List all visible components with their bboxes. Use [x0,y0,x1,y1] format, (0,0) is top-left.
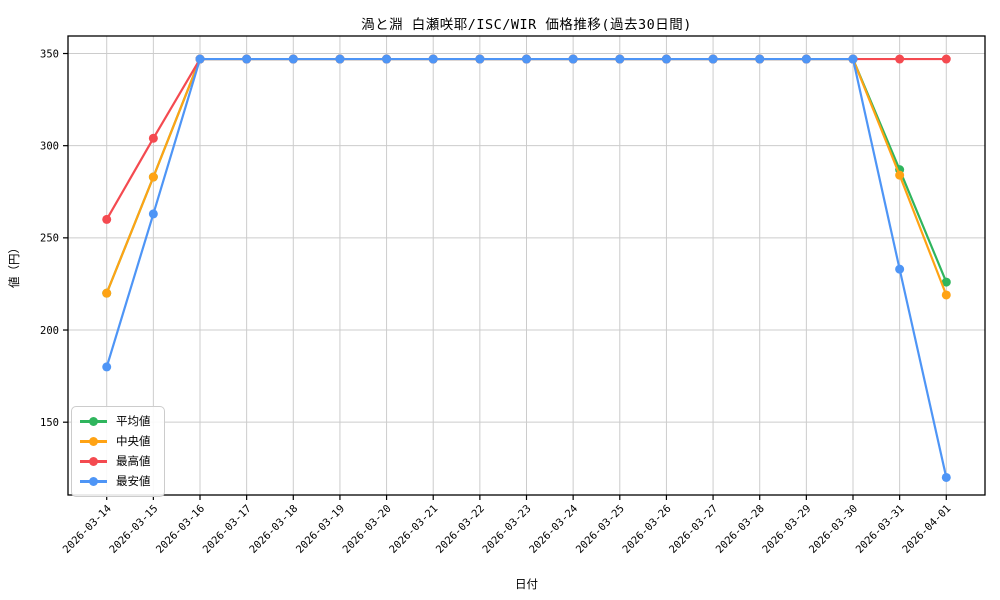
x-tick-label: 2026-03-27 [667,503,720,556]
legend-item-max: 最高値 [80,453,151,470]
x-tick-label: 2026-03-14 [61,503,114,556]
series-marker-min [661,54,671,64]
series-marker-average [941,277,951,287]
legend-label-max: 最高値 [116,454,151,468]
series-marker-min [148,209,158,219]
legend-item-median: 中央値 [80,433,151,450]
series-marker-min [801,54,811,64]
x-tick-label: 2026-03-24 [527,503,580,556]
x-tick-label: 2026-03-23 [480,503,533,556]
x-tick-label: 2026-03-25 [574,503,627,556]
series-marker-min [475,54,485,64]
series-marker-min [708,54,718,64]
legend-marker-max-icon [80,456,107,467]
legend-marker-min-icon [80,476,107,487]
series-marker-median [102,288,112,298]
series-marker-min [522,54,531,64]
y-tick-label: 150 [40,417,59,429]
series-marker-min [195,54,205,64]
legend-label-average: 平均値 [116,414,151,428]
legend-box: 平均値中央値最高値最安値 [71,406,165,497]
legend-label-median: 中央値 [116,434,151,448]
series-marker-min [848,54,858,64]
series-marker-min [382,54,392,64]
x-tick-label: 2026-03-28 [714,503,767,556]
series-marker-max [895,54,905,64]
legend-item-min: 最安値 [80,473,151,490]
series-marker-min [428,54,438,64]
x-tick-label: 2026-03-17 [201,503,254,556]
x-tick-label: 2026-03-26 [620,503,673,556]
legend-item-average: 平均値 [80,413,151,430]
plot-border [67,35,986,496]
x-tick-label: 2026-03-16 [154,503,207,556]
y-axis-label: 値（円） [7,242,21,288]
legend-label-min: 最安値 [116,474,151,488]
x-tick-label: 2026-04-01 [900,503,953,556]
series-marker-min [102,362,112,372]
series-marker-min [895,264,905,274]
x-tick-label: 2026-03-21 [387,503,440,556]
x-tick-label: 2026-03-20 [341,503,394,556]
series-marker-min [288,54,298,64]
series-marker-min [755,54,765,64]
x-axis-label: 日付 [515,577,538,591]
x-tick-label: 2026-03-31 [854,503,907,556]
legend-marker-average-icon [80,416,107,427]
x-tick-label: 2026-03-30 [807,503,860,556]
series-marker-max [148,133,158,143]
series-marker-min [335,54,345,64]
x-tick-label: 2026-03-29 [760,503,813,556]
x-tick-label: 2026-03-22 [434,503,487,556]
series-marker-min [615,54,625,64]
legend-marker-median-icon [80,436,107,447]
chart-title: 渦と淵 白瀬咲耶/ISC/WIR 価格推移(過去30日間) [361,17,692,33]
series-marker-min [568,54,578,64]
series-marker-median [148,172,158,182]
series-marker-min [941,472,951,482]
x-tick-label: 2026-03-19 [294,503,347,556]
x-tick-label: 2026-03-15 [107,503,160,556]
series-marker-min [242,54,252,64]
series-marker-median [941,290,951,300]
series-marker-median [895,170,905,180]
x-tick-label: 2026-03-18 [247,503,300,556]
series-marker-max [102,214,112,224]
y-tick-label: 250 [40,233,59,245]
y-tick-label: 200 [40,325,59,337]
series-marker-max [941,54,951,64]
y-tick-label: 300 [40,140,59,152]
y-tick-label: 350 [40,48,59,60]
